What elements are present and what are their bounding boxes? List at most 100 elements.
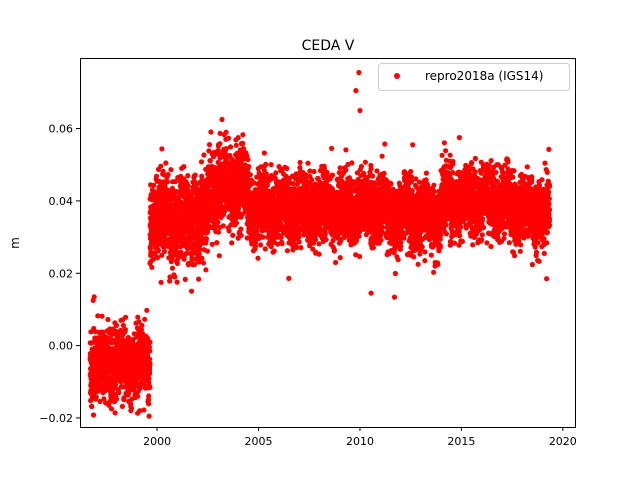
data-point [312,236,319,243]
data-point [116,389,122,396]
data-point [146,376,152,382]
data-point [228,144,234,150]
data-point [201,152,207,158]
data-point [123,314,129,320]
data-point [309,177,315,183]
data-point [108,406,115,412]
data-point [331,248,337,254]
data-point [185,173,191,179]
data-point [246,163,252,170]
data-point [273,170,279,176]
data-point [112,382,119,388]
data-point [185,183,191,189]
data-point [159,146,165,152]
data-point [147,339,153,345]
data-point [337,255,343,261]
data-point [191,261,198,267]
data-point [147,245,153,252]
data-point [136,319,142,325]
data-point [215,229,222,235]
data-point [174,260,180,266]
data-point [290,180,296,187]
data-point [93,394,99,400]
chart-title: CEDA V [302,38,355,54]
data-point [101,396,107,402]
data-point [203,236,209,242]
data-point [206,142,213,148]
data-point [233,220,240,226]
data-point [245,157,251,163]
data-point [192,172,198,178]
data-point [198,159,205,165]
data-point [216,253,222,259]
data-point [147,356,153,362]
data-point [147,370,153,376]
data-point [356,233,362,239]
data-point [90,412,97,418]
data-point [121,395,127,401]
data-point [120,322,126,328]
data-point [165,172,171,178]
data-point [151,182,157,188]
data-point [357,253,363,259]
data-point [296,239,302,245]
data-point [137,385,143,392]
data-point [284,248,290,254]
data-point [343,167,349,173]
data-point [298,245,304,251]
data-point [286,275,292,281]
data-point [220,223,226,229]
data-point [204,229,211,235]
data-point [155,255,161,261]
data-point [153,173,160,179]
data-point [215,219,221,225]
data-point [159,252,165,258]
data-point [199,255,205,261]
data-point [142,316,148,322]
data-point [357,229,363,235]
data-point [260,234,266,240]
data-point [226,228,232,234]
data-point [240,132,246,138]
data-point [261,150,267,156]
data-point [147,348,153,354]
data-point [271,248,277,254]
data-point [181,164,187,170]
data-point [230,232,236,238]
data-point [238,226,244,232]
data-point [209,241,215,247]
data-point [99,313,105,319]
data-point [247,172,253,178]
data-point [167,278,173,284]
data-point [167,274,173,280]
data-point [135,393,141,399]
data-point [316,251,322,257]
data-point [214,240,220,246]
data-point [188,288,195,294]
data-point [263,171,269,177]
data-point [146,413,152,419]
data-point [100,329,106,335]
data-point [147,362,153,368]
data-point [362,159,368,165]
data-point [262,246,268,252]
data-point [119,403,125,409]
data-point [174,279,180,285]
data-point [144,307,150,313]
data-point [343,147,349,153]
data-point [196,276,202,282]
data-point [238,232,244,238]
data-point [337,165,343,171]
data-point [255,255,261,261]
data-point [316,241,322,247]
data-point [89,403,95,410]
data-point [297,159,303,166]
data-point [200,260,206,266]
data-point [146,401,152,407]
data-point [113,322,120,328]
data-point [258,242,264,248]
data-point [279,241,285,247]
data-point [169,255,175,261]
y-axis-label: m [8,237,22,249]
